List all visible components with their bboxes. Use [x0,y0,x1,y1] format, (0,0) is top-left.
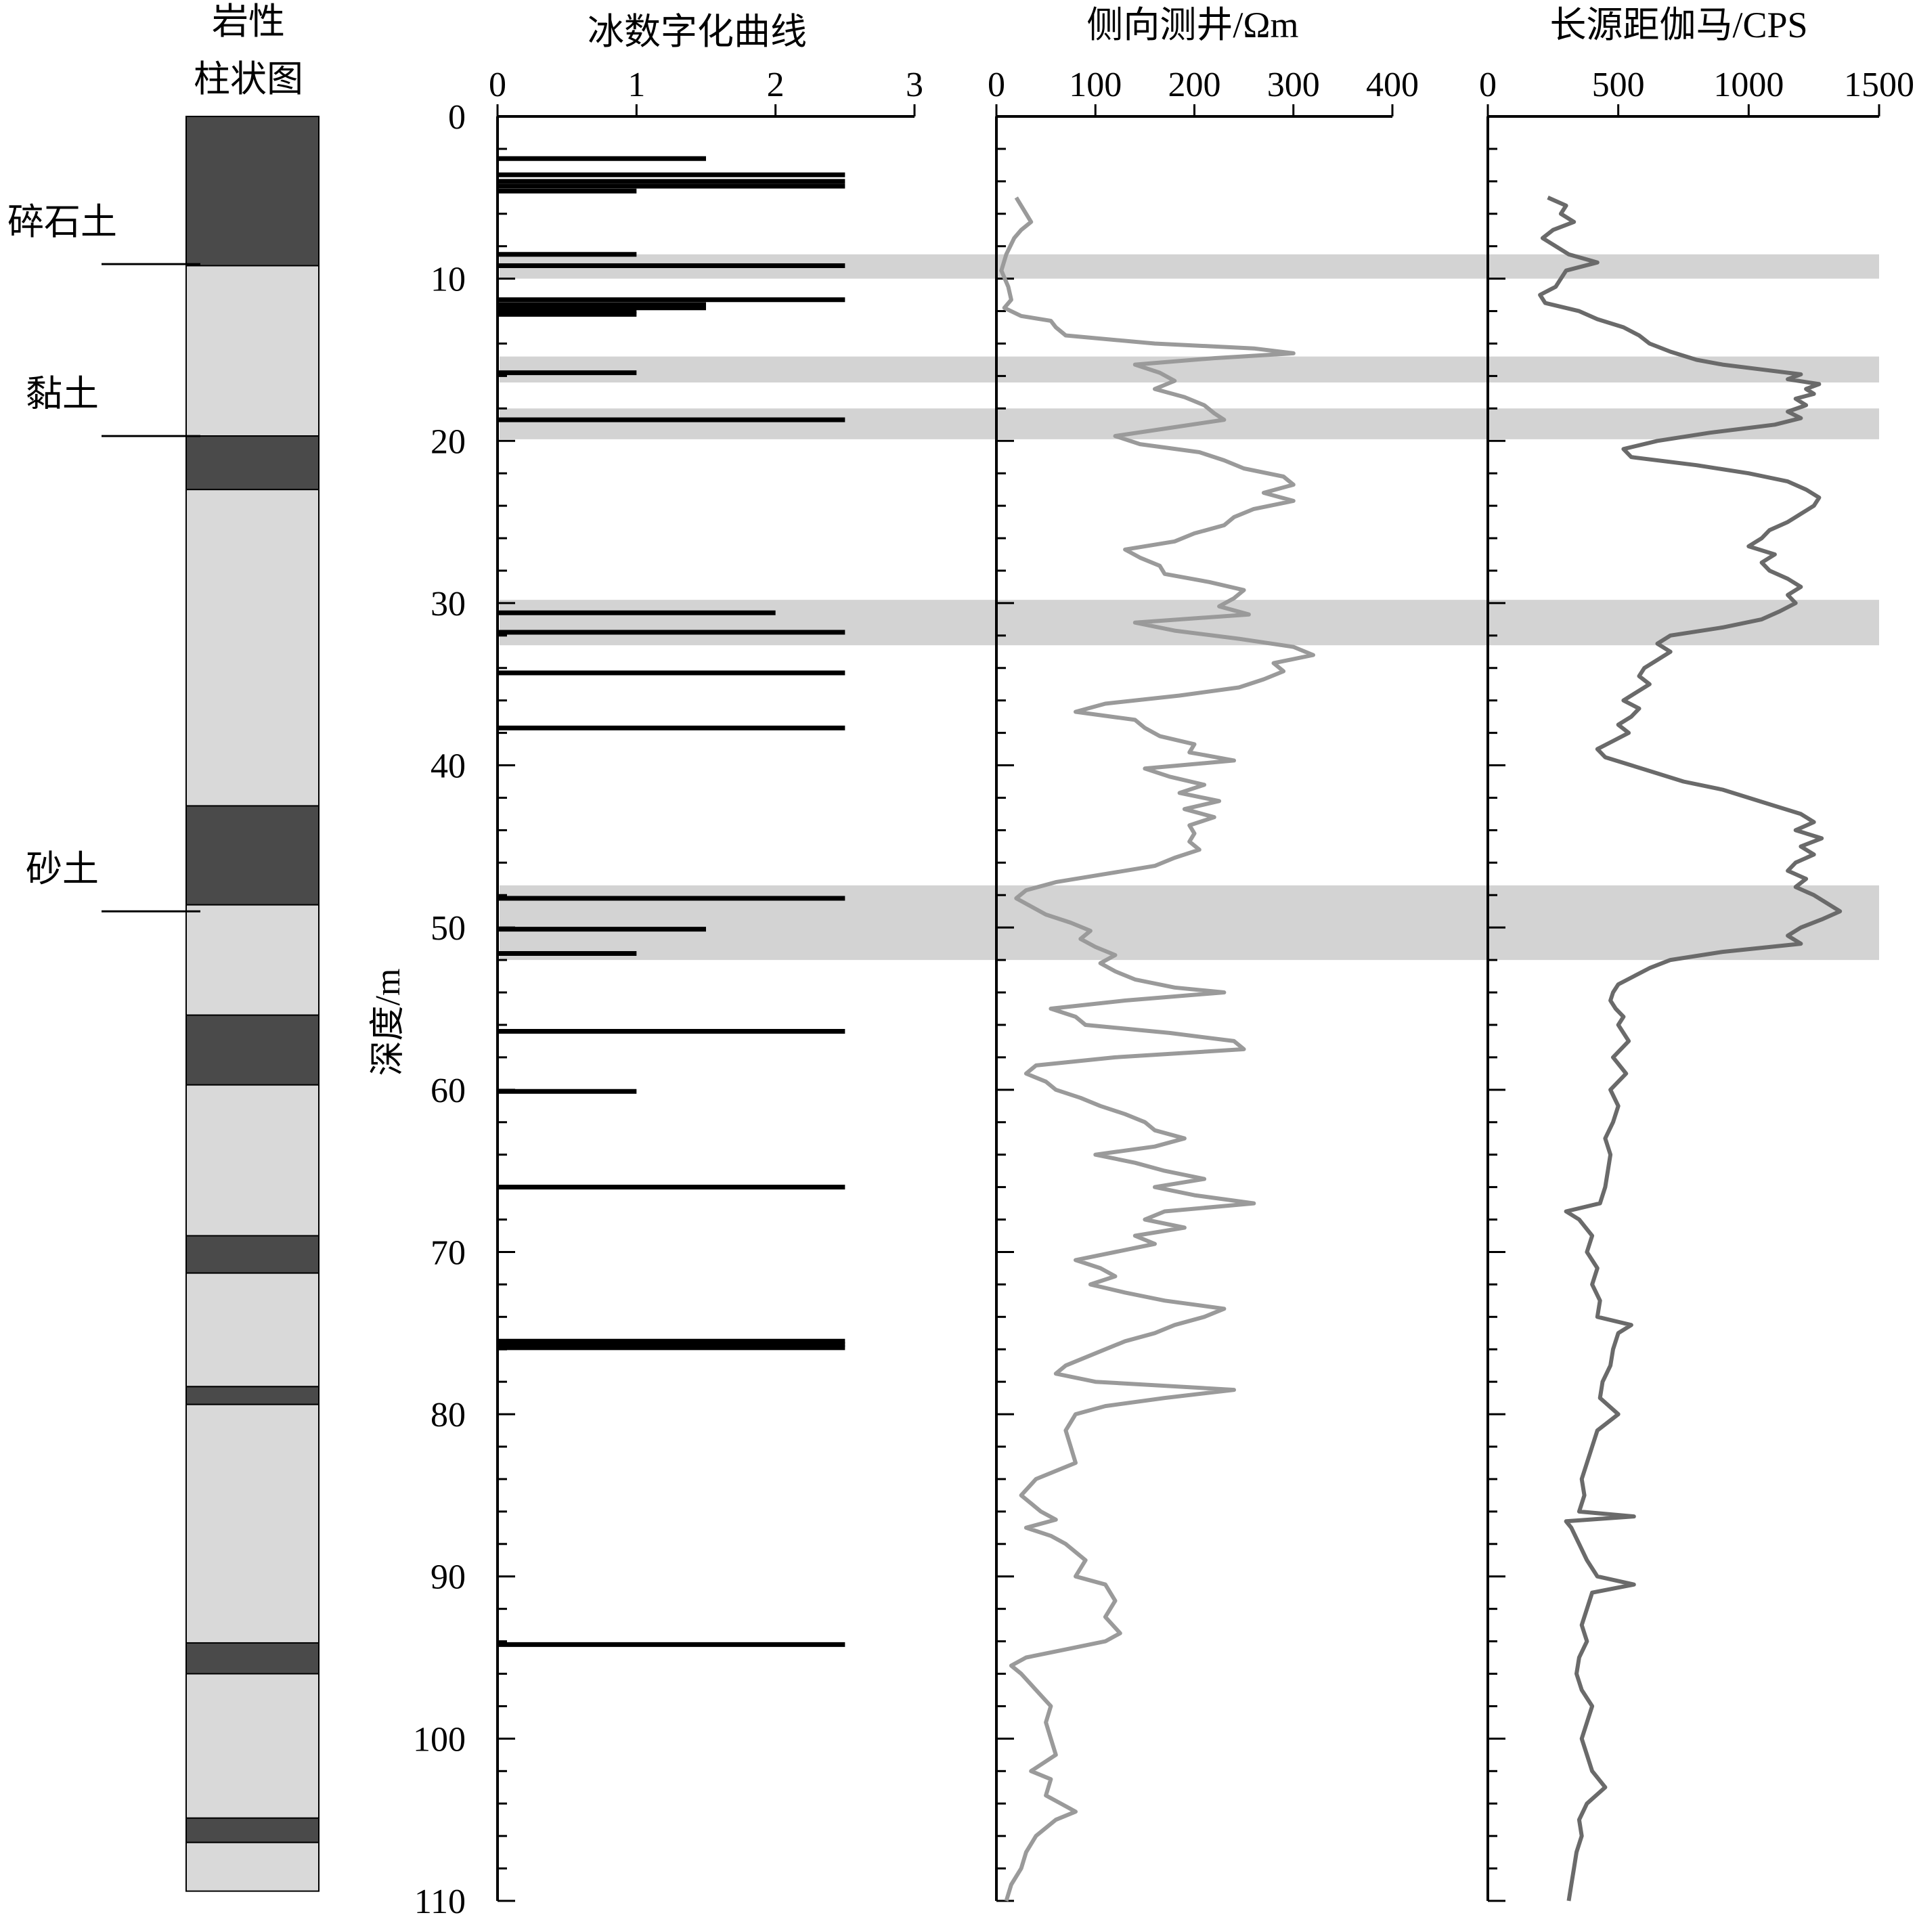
depth-tick-label: 80 [431,1396,466,1434]
lithology-layer-4 [185,489,320,807]
ice-curve-spikes [498,156,845,1647]
lithology-title-line1: 岩性 [212,1,285,42]
gam-top-tick-label: 1500 [1844,66,1914,104]
res-top-tick-label: 200 [1168,66,1221,104]
depth-tick-label: 70 [431,1233,466,1272]
depth-axis-title: 深度/m [369,969,407,1076]
resistivity-series-line [999,196,1315,1902]
gam-top-tick-label: 500 [1592,66,1645,104]
lithology-layer-7 [185,1014,320,1086]
lithology-layer-2 [185,265,320,437]
lithology-title-line2: 柱状图 [194,59,303,100]
ice-top-tick-label: 2 [767,66,785,104]
lithology-layer-10 [185,1272,320,1388]
gamma-series-line [1538,196,1843,1902]
res-top-tick-label: 400 [1366,66,1419,104]
lithology-layer-13 [185,1642,320,1675]
highlight-bands [500,254,1879,961]
ice-top-tick-label: 3 [906,66,923,104]
gam-top-tick-label: 1000 [1713,66,1784,104]
depth-tick-label: 100 [413,1720,466,1759]
depth-tick-label: 90 [431,1558,466,1597]
highlight-band-4 [500,600,1879,646]
ice-top-tick-label: 0 [489,66,506,104]
depth-tick-label: 20 [431,422,466,461]
depth-tick-label: 50 [431,909,466,948]
ice-curve-axes: 0 1 2 3 [489,66,923,1902]
lithology-layer-15 [185,1817,320,1843]
gamma-panel: 长源距伽马/CPS 0 500 1000 1500 [1479,5,1914,1902]
lithology-label-3: 砂土 [26,849,99,890]
lithology-label-2: 黏土 [26,374,99,414]
res-top-tick-label: 0 [988,66,1005,104]
lithology-layer-9 [185,1235,320,1274]
resistivity-title: 侧向测井/Ωm [1086,5,1298,45]
gamma-axes: 0 500 1000 1500 [1479,66,1914,1902]
lithology-layers [185,116,320,1892]
depth-tick-labels: 0 10 20 30 40 50 60 70 80 90 100 110 [413,98,466,1921]
lithology-layer-12 [185,1403,320,1644]
depth-tick-label: 110 [414,1883,466,1921]
ice-curve-title: 冰数字化曲线 [588,12,807,52]
depth-tick-label: 30 [431,585,466,623]
gamma-title: 长源距伽马/CPS [1549,5,1807,45]
lithology-layer-6 [185,904,320,1016]
lithology-layer-14 [185,1673,320,1819]
gam-top-tick-label: 0 [1479,66,1497,104]
lithology-layer-1 [185,116,320,267]
ice-curve-panel: 冰数字化曲线 0 1 2 3 [489,12,923,1902]
resistivity-panel: 侧向测井/Ωm 0 100 200 300 400 [988,5,1419,1902]
lithology-layer-5 [185,805,320,906]
depth-axis: 深度/m 0 10 20 30 40 50 60 70 80 90 100 110 [369,98,466,1921]
ice-top-tick-label: 1 [627,66,645,104]
depth-tick-label: 60 [431,1072,466,1110]
res-top-tick-label: 300 [1267,66,1320,104]
lithology-layer-3 [185,435,320,491]
lithology-layer-11 [185,1386,320,1405]
depth-tick-label: 0 [448,98,466,137]
depth-tick-label: 40 [431,747,466,786]
lithology-layer-8 [185,1084,320,1237]
lithology-layer-16 [185,1841,320,1892]
resistivity-axes: 0 100 200 300 400 [988,66,1419,1902]
lithology-label-1: 碎石土 [7,202,117,242]
depth-tick-label: 10 [431,261,466,299]
res-top-tick-label: 100 [1069,66,1122,104]
